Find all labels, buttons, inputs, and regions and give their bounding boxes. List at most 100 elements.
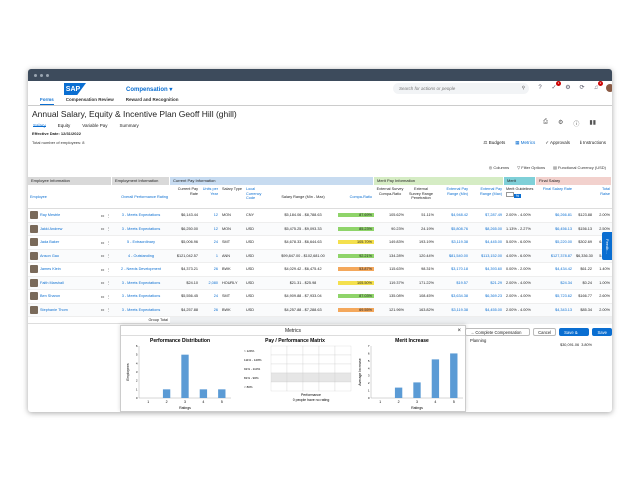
chat-icon[interactable]: ▭ [100,240,105,245]
col-final-rate[interactable]: Final Salary Rate [542,187,572,191]
cell-rating[interactable]: 3 - Meets Expectations [121,280,161,285]
bell-icon[interactable]: ♫ 2 [593,81,603,91]
cell-fsr[interactable]: $4,434.42 [555,267,572,272]
cell-rating[interactable]: 2 - Needs Development [121,267,161,272]
tab-compensation-review[interactable]: Compensation Review [65,97,114,102]
columns-button[interactable]: ◎ Columns [488,165,510,170]
info-icon[interactable]: ⓘ [573,122,580,128]
employee-name[interactable]: Jada Baker [40,240,60,245]
more-icon[interactable]: ⋮ [106,254,110,259]
close-icon[interactable]: × [457,328,461,334]
module-selector[interactable]: Compensation ▾ [126,86,173,93]
cell-rating[interactable]: 4 - Outstanding [128,253,154,258]
tab-forms[interactable]: Forms [40,97,54,105]
more-icon[interactable]: ⋮ [106,267,110,272]
col-rate[interactable]: Current Pay Rate [177,187,198,196]
col-employee[interactable]: Employee [30,195,47,199]
table-row[interactable]: James Klein ▭ ⋮ 2 - Needs Development $4,373… [28,263,612,277]
window-control[interactable] [34,73,37,77]
col-range[interactable]: Salary Range (Min - Max) [281,195,325,199]
settings-icon[interactable]: ⚙ [565,85,571,91]
col-ext-compa[interactable]: External Survey Compa-Ratio [376,187,404,196]
employee-name[interactable]: Ben Sharon [40,294,61,299]
cell-fsr[interactable]: $127,378.87 [550,253,572,258]
instructions-button[interactable]: ℹ Instructions [580,140,606,145]
table-row[interactable]: Faith Marshall ▭ ⋮ 3 - Meets Expectations $2… [28,276,612,290]
chat-icon[interactable]: ▭ [100,294,105,299]
cell-rating[interactable]: 3 - Meets Expectations [121,307,161,312]
tab-summary[interactable]: Summary [119,123,139,128]
feedback-tab[interactable]: Feedb... [602,232,612,260]
col-ext-pen[interactable]: External Survey Range Penetration [408,187,434,200]
table-row[interactable]: Ray Mestrle ▭ ⋮ 3 - Meets Expectations $6,14… [28,209,612,223]
employee-name[interactable]: Faith Marshall [40,280,64,285]
todo-icon[interactable]: ✓ 1 [551,81,561,91]
approvals-button[interactable]: ✓ Approvals [545,140,571,145]
cancel-button[interactable]: Cancel [533,328,557,336]
col-ext-max[interactable]: External Pay Range (Max) [480,187,502,196]
more-icon[interactable]: ⋮ [106,308,110,313]
table-row[interactable]: Anson Gao ▭ ⋮ 4 - Outstanding $121,042.57 1 AN… [28,249,612,263]
more-icon[interactable]: ⋮ [106,281,110,286]
table-row[interactable]: Jada Baker ▭ ⋮ 5 - Extraordinary $5,006.96 24… [28,236,612,250]
cell-fsr[interactable]: $6,456.13 [555,226,572,231]
col-currency[interactable]: Local Currency Code [246,187,262,200]
cell-fsr[interactable]: $5,220.00 [555,240,572,245]
chat-icon[interactable]: ▭ [100,254,105,259]
help-icon[interactable]: ? [538,85,542,91]
window-control[interactable] [40,73,43,77]
col-rating[interactable]: Overall Performance Rating [121,195,168,199]
col-final[interactable] [574,185,594,208]
cell-fsr[interactable]: $4,343.13 [555,307,572,312]
chat-icon[interactable]: ▭ [100,227,105,232]
cell-rating[interactable]: 3 - Meets Expectations [121,294,161,299]
complete-planning-button[interactable]: → Complete Compensation Planning [465,328,531,343]
cell-rating[interactable]: 3 - Meets Expectations [121,226,161,231]
table-row[interactable]: Ben Sharon ▭ ⋮ 3 - Meets Expectations $5,556… [28,290,612,304]
tab-equity[interactable]: Equity [57,123,71,128]
chat-icon[interactable]: ▭ [100,281,105,286]
tab-salary[interactable]: Salary [33,123,46,128]
cell-fsr[interactable]: $24.34 [560,280,572,285]
col-merit-guide[interactable]: Merit Guidelines% [506,187,534,198]
cell-rating[interactable]: 5 - Extraordinary [126,240,156,245]
budgets-button[interactable]: ⚖ Budgets [483,140,506,145]
sap-logo: SAP [64,83,86,95]
user-avatar[interactable] [606,84,612,92]
sync-icon[interactable]: ⟳ [579,85,585,91]
employee-name[interactable]: Anson Gao [40,253,59,258]
chat-icon[interactable]: ▭ [100,213,105,218]
employee-name[interactable]: Ray Mestrle [40,213,61,218]
save-button[interactable]: Save [592,328,612,336]
search-input[interactable]: Search for actions or people ⚲ [393,83,529,94]
chart-icon[interactable]: ▮▮ [589,120,596,126]
cell-rating[interactable]: 3 - Meets Expectations [121,213,161,218]
cell-fsr[interactable]: $6,266.81 [555,213,572,218]
tab-reward[interactable]: Reward and Recognition [125,97,179,102]
more-icon[interactable]: ⋮ [106,294,110,299]
more-icon[interactable]: ⋮ [106,213,110,218]
chat-icon[interactable]: ▭ [100,308,105,313]
more-icon[interactable]: ⋮ [106,240,110,245]
col-total-raise[interactable]: Total Raise [600,187,610,196]
cell-fsr[interactable]: $5,723.62 [555,294,572,299]
col-units[interactable]: Units per Year [202,187,218,196]
chat-icon[interactable]: ▭ [100,267,105,272]
employee-name[interactable]: Stephanie Thom [40,307,68,312]
print-icon[interactable]: ⎙ [543,119,548,125]
col-compa[interactable]: Compa-Ratio [349,195,372,199]
employee-name[interactable]: James Klein [40,267,61,272]
employee-name[interactable]: Jakki Andrew [40,226,63,231]
col-ext-min[interactable]: External Pay Range (Min) [446,187,468,196]
currency-button[interactable]: ▤ Functional Currency (USD) [553,165,606,170]
tab-variable-pay[interactable]: Variable Pay [82,123,108,128]
metrics-button[interactable]: ▦ Metrics [515,140,536,145]
table-row[interactable]: Stephanie Thom ▭ ⋮ 3 - Meets Expectations $4… [28,303,612,317]
window-control[interactable] [46,73,49,77]
table-row[interactable]: Jakki Andrew ▭ ⋮ 3 - Meets Expectations $6,2… [28,222,612,236]
gear-icon[interactable]: ⚙ [557,120,564,126]
col-type[interactable]: Salary Type [222,187,242,191]
more-icon[interactable]: ⋮ [106,227,110,232]
filter-button[interactable]: ▽ Filter Options [517,165,546,170]
save-close-button[interactable]: Save & Close [559,328,590,343]
